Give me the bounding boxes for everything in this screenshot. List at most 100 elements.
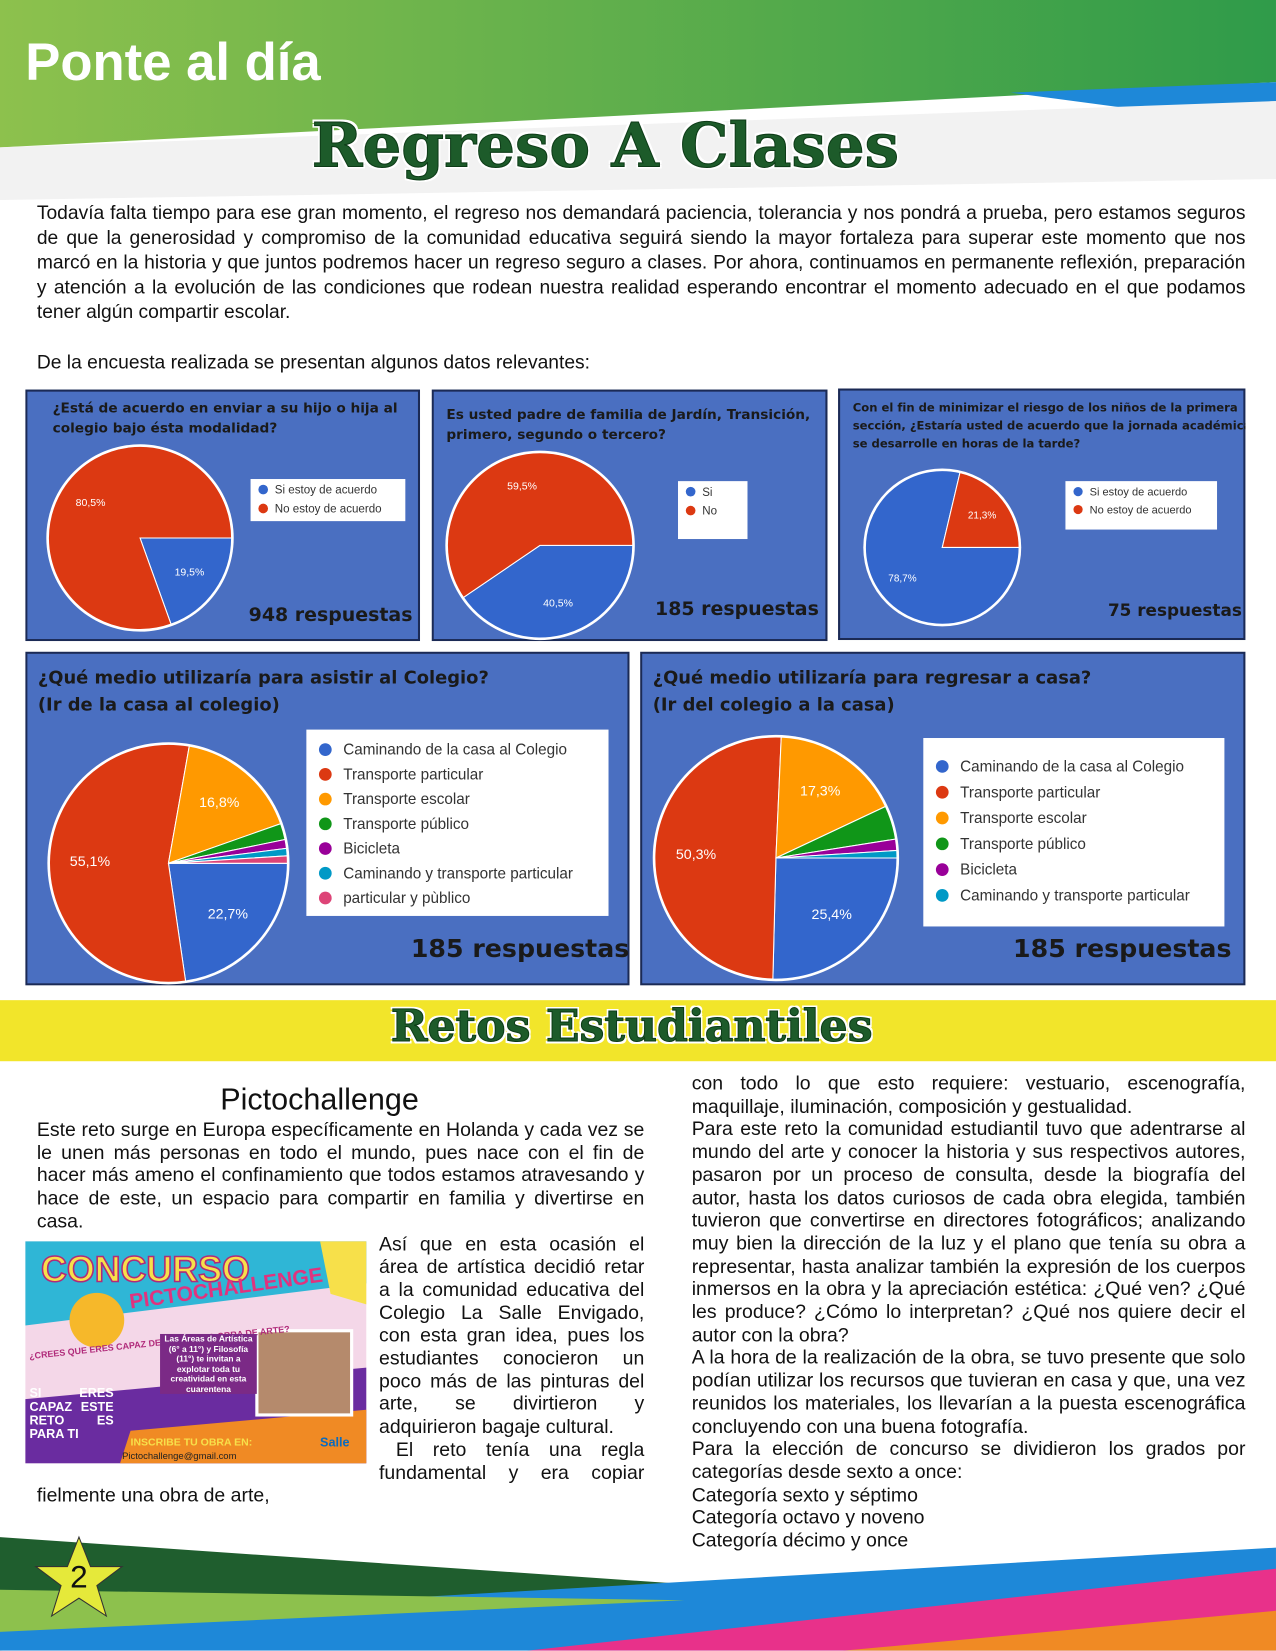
- intro-paragraph: Todavía falta tiempo para ese gran momen…: [36, 201, 1246, 323]
- poster-title: CONCURSO: [41, 1249, 250, 1289]
- slice-label: 21,3%: [968, 511, 996, 522]
- retos-band: [0, 1000, 1276, 1062]
- slice-label: 40,5%: [543, 598, 573, 610]
- slice-label: 25,4%: [812, 907, 853, 923]
- response-count: 185 respuestas: [655, 598, 819, 620]
- footer: 2: [0, 1535, 1276, 1651]
- legend-swatch: [685, 486, 696, 497]
- legend-swatch: [935, 837, 949, 851]
- chart-panel: Es usted padre de familia de Jardín, Tra…: [431, 389, 828, 642]
- legend-label: Transporte particular: [960, 784, 1100, 801]
- legend-swatch: [935, 785, 949, 799]
- chart-panel: ¿Qué medio utilizaría para regresar a ca…: [640, 651, 1246, 986]
- chart-panel: ¿Está de acuerdo en enviar a su hijo o h…: [25, 389, 421, 642]
- poster-signup: INSCRIBE TU OBRA EN:: [131, 1436, 253, 1448]
- retos-title: Retos Estudiantiles: [390, 1000, 873, 1053]
- poster-call: SI ERES CAPAZ ESTE RETO ES PARA TI: [29, 1386, 114, 1441]
- pie-slice: [446, 452, 634, 599]
- left-column: Pictochallenge Este reto surge en Europa…: [25, 1082, 645, 1506]
- slice-label: 50,3%: [676, 847, 717, 863]
- pie-slice: [772, 857, 898, 980]
- pie-slice: [654, 736, 782, 980]
- page-number: 2: [70, 1559, 88, 1595]
- legend-swatch: [935, 760, 949, 773]
- chart-title: (Ir del colegio a la casa): [653, 695, 895, 716]
- pie-slice: [168, 855, 288, 864]
- poster-email: Pictochallenge@gmail.com: [122, 1451, 236, 1462]
- chart-panel: Con el fin de minimizar el riesgo de los…: [838, 388, 1246, 641]
- chart-title: primero, segundo o tercero?: [446, 427, 666, 443]
- page-title: Regreso A Clases: [311, 109, 899, 182]
- legend-label: Si estoy de acuerdo: [1090, 487, 1188, 499]
- legend-label: Transporte particular: [343, 766, 483, 783]
- header-bg: [0, 0, 1276, 201]
- pie-slice: [47, 445, 233, 631]
- heading: Pictochallenge: [220, 1083, 419, 1118]
- slice-label: 55,1%: [70, 854, 111, 870]
- slice-label: 78,7%: [888, 574, 916, 585]
- legend-swatch: [318, 866, 332, 880]
- chart-title: sección, ¿Estaría usted de acuerdo que l…: [853, 419, 1246, 433]
- paragraph: con todo lo que esto requiere: vestuario…: [691, 1071, 1246, 1117]
- legend-swatch: [318, 743, 332, 756]
- pie-slice: [775, 736, 887, 859]
- poster-invite: Las Áreas de Artística (6° a 11°) y Filo…: [160, 1333, 257, 1394]
- chart-title: (Ir de la casa al colegio): [38, 695, 280, 716]
- legend-swatch: [318, 817, 332, 831]
- legend-box: [306, 729, 609, 916]
- legend-label: Caminando de la casa al Colegio: [343, 742, 567, 759]
- legend-box: [923, 738, 1225, 927]
- chart-title: Es usted padre de familia de Jardín, Tra…: [446, 407, 810, 423]
- paragraph: Este reto surge en Europa específicament…: [36, 1118, 645, 1232]
- slice-label: 17,3%: [800, 783, 841, 799]
- legend-swatch: [318, 792, 332, 806]
- legend-swatch: [258, 484, 269, 495]
- pie-slice: [139, 537, 233, 625]
- category: Categoría octavo y noveno: [691, 1505, 925, 1528]
- legend-label: No: [702, 506, 717, 518]
- pie-slice: [462, 544, 634, 639]
- legend-label: Caminando de la casa al Colegio: [960, 759, 1184, 776]
- pie-slice: [167, 862, 288, 982]
- paragraph: El reto tenía una regla fundamental y er…: [36, 1437, 645, 1506]
- pie-slice: [48, 743, 190, 983]
- category: Categoría décimo y once: [691, 1528, 909, 1551]
- poster: CONCURSO PICTOCHALLENGE ¿CREES QUE ERES …: [25, 1240, 367, 1463]
- legend-label: Caminando y transporte particular: [343, 865, 573, 882]
- legend-label: Si estoy de acuerdo: [275, 485, 377, 497]
- legend-swatch: [935, 811, 949, 825]
- slice-label: 16,8%: [199, 795, 240, 811]
- legend-box: [1065, 481, 1218, 530]
- legend-swatch: [935, 889, 949, 902]
- legend-label: Si: [702, 487, 712, 499]
- response-count: 75 respuestas: [1108, 600, 1242, 620]
- category: Categoría sexto y séptimo: [691, 1483, 918, 1506]
- intro-lead: De la encuesta realizada se presentan al…: [36, 350, 591, 373]
- chart-title: ¿Qué medio utilizaría para asistir al Co…: [38, 667, 489, 688]
- pie-slice: [775, 849, 898, 859]
- legend-label: Bicicleta: [960, 862, 1017, 879]
- legend-label: Bicicleta: [343, 841, 400, 858]
- legend-swatch: [1073, 487, 1083, 497]
- right-column: con todo lo que esto requiere: vestuario…: [692, 1072, 1246, 1552]
- legend-swatch: [1073, 504, 1083, 515]
- legend-label: Transporte público: [960, 836, 1086, 853]
- pie-slice: [167, 745, 282, 865]
- legend-swatch: [318, 767, 332, 781]
- paragraph: Para este reto la comunidad estudiantil …: [691, 1117, 1246, 1346]
- legend-swatch: [318, 842, 332, 855]
- chart-title: se desarrolle en horas de la tarde?: [853, 436, 1080, 450]
- slice-label: 19,5%: [175, 567, 205, 579]
- paragraph: Para la elección de concurso se dividier…: [691, 1437, 1246, 1483]
- poster-brand: Salle: [320, 1435, 349, 1449]
- chart-panel: ¿Qué medio utilizaría para asistir al Co…: [25, 651, 630, 986]
- section-title: Ponte al día: [25, 32, 321, 92]
- legend-swatch: [258, 503, 269, 514]
- legend-swatch: [935, 863, 949, 876]
- slice-label: 22,7%: [208, 906, 249, 922]
- pie-slice: [941, 472, 1020, 548]
- chart-title: Con el fin de minimizar el riesgo de los…: [853, 401, 1238, 415]
- response-count: 185 respuestas: [411, 934, 629, 963]
- legend-label: particular y pùblico: [343, 890, 470, 907]
- slice-label: 59,5%: [507, 481, 537, 493]
